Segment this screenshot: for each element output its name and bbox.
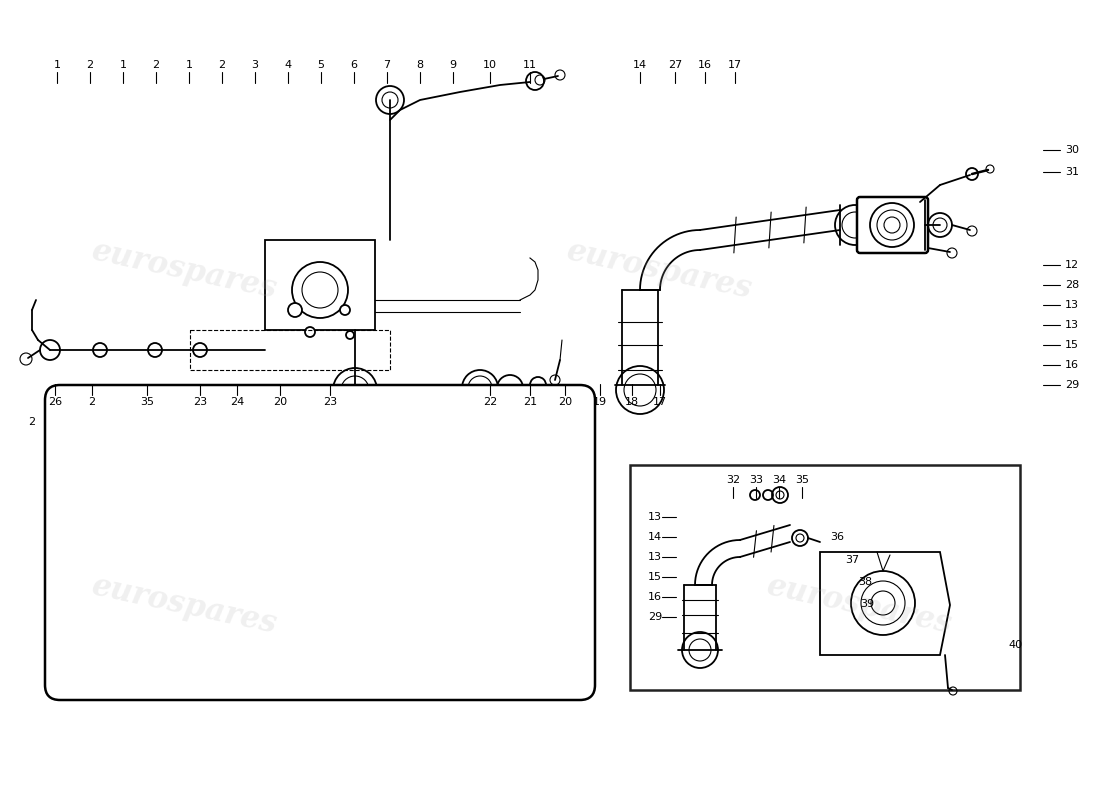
Circle shape	[346, 331, 354, 339]
Text: 15: 15	[1065, 340, 1079, 350]
Text: eurospares: eurospares	[764, 570, 956, 640]
Text: 27: 27	[668, 60, 682, 70]
Text: 29: 29	[648, 612, 662, 622]
Text: 14: 14	[648, 532, 662, 542]
Text: 33: 33	[749, 475, 763, 485]
Text: 20: 20	[273, 397, 287, 407]
Text: 24: 24	[230, 397, 244, 407]
Text: 2: 2	[153, 60, 159, 70]
Bar	[265, 240, 375, 330]
Text: 29: 29	[1065, 380, 1079, 390]
Circle shape	[340, 305, 350, 315]
Text: 35: 35	[140, 397, 154, 407]
Text: 1: 1	[120, 60, 127, 70]
Text: 32: 32	[726, 475, 740, 485]
Text: 31: 31	[1065, 167, 1079, 177]
FancyBboxPatch shape	[45, 385, 595, 700]
Text: 38: 38	[858, 577, 872, 587]
Text: 14: 14	[632, 60, 647, 70]
Text: 13: 13	[1065, 320, 1079, 330]
Bar	[245, 660, 295, 678]
Text: 5: 5	[318, 60, 324, 70]
Text: 36: 36	[830, 532, 844, 542]
Text: 20: 20	[558, 397, 572, 407]
Text: 7: 7	[384, 60, 390, 70]
Polygon shape	[820, 552, 950, 655]
Text: 1: 1	[54, 60, 60, 70]
Text: 13: 13	[648, 552, 662, 562]
Text: 6: 6	[351, 60, 358, 70]
Text: 39: 39	[860, 599, 875, 609]
Text: 35: 35	[795, 475, 808, 485]
Text: 40: 40	[1008, 640, 1022, 650]
Circle shape	[750, 490, 760, 500]
Text: 4: 4	[285, 60, 292, 70]
Text: 9: 9	[450, 60, 456, 70]
Text: 13: 13	[1065, 300, 1079, 310]
Text: 23: 23	[323, 397, 337, 407]
Text: 17: 17	[728, 60, 743, 70]
Circle shape	[305, 327, 315, 337]
Bar	[630, 465, 1020, 690]
Text: 28: 28	[1065, 280, 1079, 290]
Text: 3: 3	[252, 60, 258, 70]
Text: 2: 2	[87, 60, 94, 70]
Text: 2: 2	[88, 397, 96, 407]
Text: 34: 34	[772, 475, 786, 485]
Circle shape	[763, 490, 773, 500]
Text: 16: 16	[648, 592, 662, 602]
Text: 15: 15	[648, 572, 662, 582]
Circle shape	[288, 303, 302, 317]
Text: 1: 1	[186, 60, 192, 70]
FancyBboxPatch shape	[857, 197, 928, 253]
Text: 11: 11	[522, 60, 537, 70]
Text: 10: 10	[483, 60, 497, 70]
Text: 12: 12	[1065, 260, 1079, 270]
Text: eurospares: eurospares	[89, 570, 280, 640]
Text: 18: 18	[625, 397, 639, 407]
Text: 16: 16	[698, 60, 712, 70]
Text: 16: 16	[1065, 360, 1079, 370]
Text: 13: 13	[648, 512, 662, 522]
Text: 19: 19	[593, 397, 607, 407]
Text: 30: 30	[1065, 145, 1079, 155]
Text: 17: 17	[653, 397, 667, 407]
Text: 21: 21	[522, 397, 537, 407]
Text: 2: 2	[219, 60, 225, 70]
Text: 23: 23	[192, 397, 207, 407]
Text: 26: 26	[48, 397, 62, 407]
Text: 22: 22	[483, 397, 497, 407]
Text: 37: 37	[845, 555, 859, 565]
Text: eurospares: eurospares	[564, 235, 756, 305]
Text: eurospares: eurospares	[89, 235, 280, 305]
Text: 8: 8	[417, 60, 424, 70]
Text: 2: 2	[29, 417, 35, 427]
